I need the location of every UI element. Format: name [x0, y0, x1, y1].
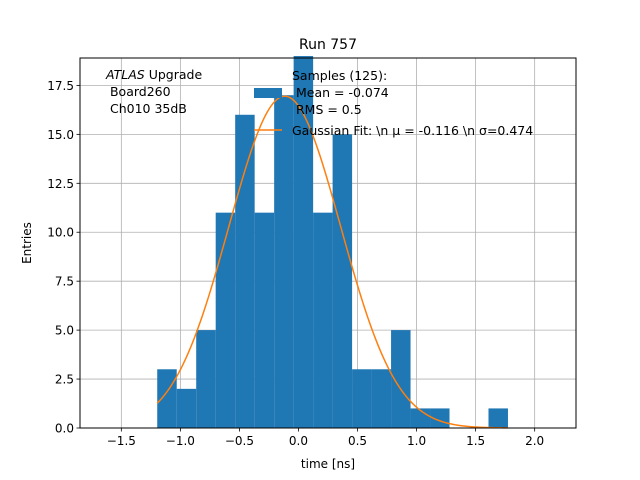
x-tick-label: −1.5: [107, 434, 136, 448]
gaussian-fit-curve: [156, 95, 508, 429]
histogram-bar: [371, 369, 392, 428]
x-tick-label: −1.0: [166, 434, 195, 448]
y-tick-label: 17.5: [47, 79, 74, 93]
y-tick-label: 0.0: [55, 422, 74, 436]
histogram-bar: [235, 114, 255, 428]
annotation-upgrade: Upgrade: [145, 67, 203, 82]
y-axis-ticks: 0.0 2.5 5.0 7.5 10.0 12.5 15.0 17.5: [47, 79, 80, 436]
y-axis-label: Entries: [20, 222, 34, 264]
y-tick-label: 5.0: [55, 324, 74, 338]
annotation-atlas-italic: ATLAS: [105, 67, 145, 82]
chart-title: Run 757: [299, 37, 357, 53]
x-tick-label: 1.5: [466, 434, 485, 448]
histogram-bar: [391, 330, 411, 428]
histogram-bar: [313, 212, 333, 428]
x-tick-label: 2.0: [525, 434, 544, 448]
histogram-bar: [293, 56, 314, 428]
histogram-bar: [352, 369, 372, 428]
legend-hist-line3: RMS = 0.5: [292, 102, 362, 117]
y-tick-label: 15.0: [47, 128, 74, 142]
atlas-annotation: ATLAS Upgrade Board260 Ch010 35dB: [105, 67, 202, 116]
histogram-bar: [410, 408, 431, 428]
legend-hist-line1: Samples (125):: [292, 68, 387, 83]
histogram-bar: [488, 408, 508, 428]
histogram-bar: [215, 212, 236, 428]
legend-hist-line2: Mean = -0.074: [292, 85, 389, 100]
annotation-channel: Ch010 35dB: [106, 101, 187, 116]
legend: Samples (125): Mean = -0.074 RMS = 0.5 G…: [254, 68, 533, 138]
x-tick-label: 1.0: [407, 434, 426, 448]
x-tick-label: 0.5: [348, 434, 367, 448]
x-tick-label: 0.0: [289, 434, 308, 448]
histogram-bar: [157, 369, 177, 428]
x-axis-ticks: −1.5 −1.0 −0.5 0.0 0.5 1.0 1.5 2.0: [107, 428, 544, 448]
plot-frame: [79, 57, 577, 429]
histogram-bar: [332, 134, 353, 428]
svg-text:ATLAS Upgrade: ATLAS Upgrade: [105, 67, 202, 82]
x-axis-label: time [ns]: [301, 457, 355, 471]
y-tick-label: 7.5: [55, 275, 74, 289]
histogram-bar: [176, 388, 197, 428]
histogram-bar: [196, 330, 216, 428]
annotation-board: Board260: [106, 84, 171, 99]
y-tick-label: 12.5: [47, 177, 74, 191]
histogram-bar: [254, 212, 275, 428]
y-tick-label: 2.5: [55, 373, 74, 387]
legend-hist-swatch: [254, 88, 282, 98]
histogram-bar: [274, 95, 294, 428]
x-tick-label: −0.5: [225, 434, 254, 448]
y-tick-label: 10.0: [47, 226, 74, 240]
legend-fit-label: Gaussian Fit: \n μ = -0.116 \n σ=0.474: [292, 123, 533, 138]
